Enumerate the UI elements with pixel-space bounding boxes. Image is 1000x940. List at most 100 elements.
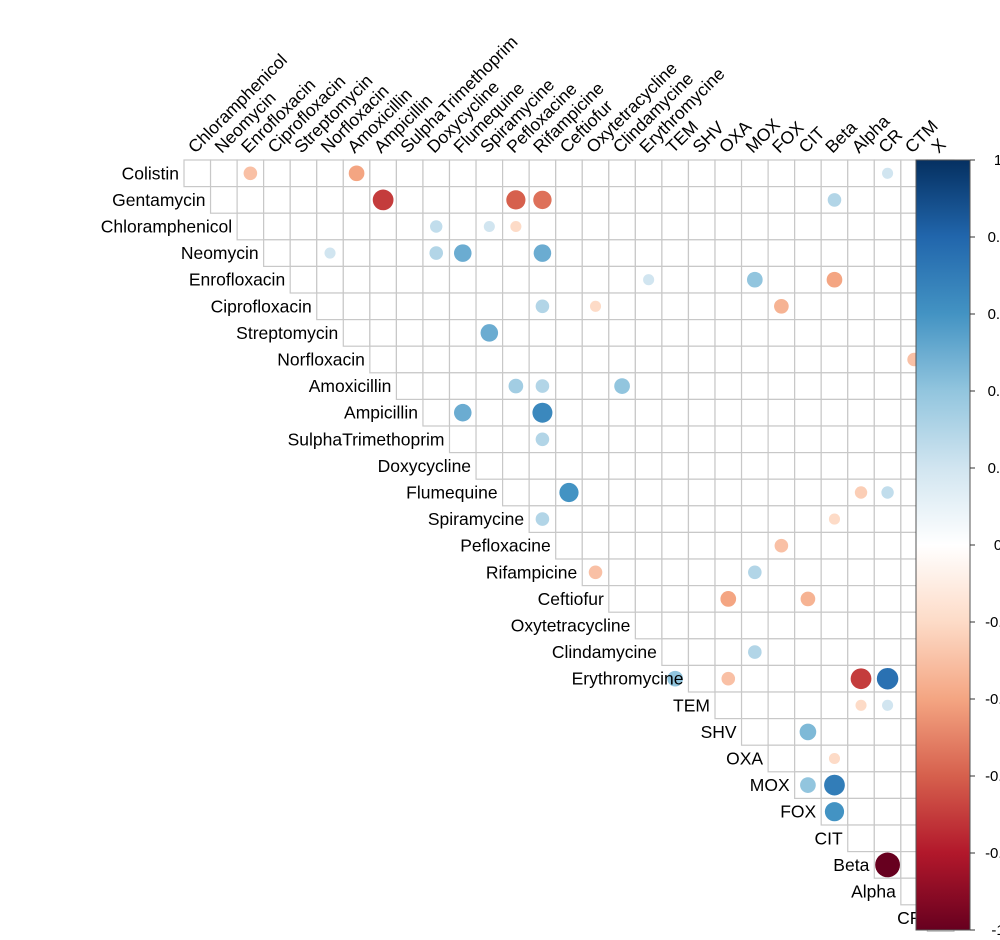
- grid-cell-colistin-neomycin: [209, 159, 238, 188]
- grid-cell-chloramphenicol-ceftiofur: [555, 212, 583, 241]
- grid-cell-norfloxacin-erythromycine: [634, 345, 663, 374]
- grid-cell-neomycin-erythromycine: [634, 239, 663, 268]
- grid-cell-rifampicine-alpha: [847, 558, 875, 587]
- grid-cell-ciprofloxacin-ceftiofur: [555, 292, 583, 321]
- grid-cell-neomycin-alpha: [847, 239, 875, 268]
- colorbar-tick-label: 0.2: [988, 460, 1000, 477]
- row-label-erythromycine: Erythromycine: [572, 669, 684, 689]
- correlation-point-gentamycin-beta: [827, 193, 842, 207]
- grid-cell-chloramphenicol-erythromycine: [634, 212, 663, 241]
- correlation-point-mox-beta: [824, 774, 845, 796]
- correlation-point-amoxicillin-pefloxacine: [508, 378, 524, 394]
- grid-cell-doxycycline-pefloxacine: [502, 452, 530, 480]
- correlation-point-chloramphenicol-spiramycine: [483, 220, 495, 233]
- grid-cell-norfloxacin-spiramycine: [475, 345, 504, 374]
- correlation-point-flumequine-alpha: [854, 486, 868, 499]
- grid-cell-spiramycine-oxytetracycline: [581, 505, 610, 533]
- grid-cell-pefloxacine-erythromycine: [634, 531, 663, 560]
- grid-cell-chloramphenicol-cit: [794, 212, 822, 241]
- grid-cell-ciprofloxacin-flumequine: [448, 292, 477, 321]
- grid-cell-enrofloxacin-oxytetracycline: [581, 265, 610, 294]
- row-label-beta: Beta: [833, 855, 869, 875]
- grid-cell-pefloxacine-mox: [740, 531, 769, 560]
- grid-cell-ampicillin-erythromycine: [634, 398, 663, 427]
- grid-cell-chloramphenicol-amoxicillin: [342, 212, 371, 241]
- row-label-ciprofloxacin: Ciprofloxacin: [211, 296, 312, 316]
- grid-cell-ceftiofur-alpha: [847, 584, 875, 613]
- grid-cell-flumequine-rifampicine: [528, 478, 557, 507]
- grid-cell-gentamycin-norfloxacin: [316, 186, 344, 214]
- grid-cell-colistin-erythromycine: [634, 159, 663, 188]
- grid-cell-shv-alpha: [847, 717, 875, 746]
- grid-cell-clindamycine-shv: [687, 638, 716, 666]
- correlation-point-neomycin-flumequine: [454, 244, 472, 262]
- grid-cell-ampicillin-clindamycine: [608, 398, 636, 427]
- grid-cell-sulphatrimethoprim-oxytetracycline: [581, 425, 610, 454]
- row-label-alpha: Alpha: [851, 882, 896, 902]
- grid-cell-doxycycline-oxa: [714, 452, 743, 480]
- grid-cell-gentamycin-flumequine: [448, 186, 477, 214]
- grid-cell-flumequine-shv: [687, 478, 716, 507]
- grid-cell-norfloxacin-fox: [767, 345, 796, 374]
- grid-cell-streptomycin-oxa: [714, 319, 743, 347]
- row-label-ampicillin: Ampicillin: [344, 403, 418, 423]
- grid-cell-amoxicillin-mox: [740, 372, 769, 400]
- grid-cell-enrofloxacin-rifampicine: [528, 265, 557, 294]
- grid-cell-norfloxacin-clindamycine: [608, 345, 636, 374]
- grid-cell-enrofloxacin-streptomycin: [289, 265, 318, 294]
- grid-cell-erythromycine-mox: [740, 664, 769, 693]
- grid-cell-norfloxacin-cr: [873, 345, 902, 374]
- correlation-point-ciprofloxacin-oxytetracycline: [589, 300, 602, 312]
- grid-cell-ceftiofur-mox: [740, 584, 769, 613]
- grid-cell-streptomycin-mox: [740, 319, 769, 347]
- grid-cell-doxycycline-cr: [873, 452, 902, 480]
- row-label-mox: MOX: [750, 775, 790, 795]
- grid-cell-clindamycine-alpha: [847, 638, 875, 666]
- grid-cell-gentamycin-oxytetracycline: [581, 186, 610, 214]
- grid-cell-colistin-doxycycline: [422, 159, 451, 188]
- grid-cell-doxycycline-cit: [794, 452, 822, 480]
- grid-cell-chloramphenicol-norfloxacin: [316, 212, 344, 241]
- grid-cell-chloramphenicol-oxa: [714, 212, 743, 241]
- grid-cell-amoxicillin-sulphatrimethoprim: [395, 372, 424, 400]
- grid-cell-amoxicillin-cit: [794, 372, 822, 400]
- grid-cell-erythromycine-fox: [767, 664, 796, 693]
- grid-cell-ciprofloxacin-tem: [661, 292, 690, 321]
- grid-cell-chloramphenicol-clindamycine: [608, 212, 636, 241]
- grid-cell-ampicillin-cit: [794, 398, 822, 427]
- grid-cell-streptomycin-cit: [794, 319, 822, 347]
- column-labels: ChloramphenicolNeomycinEnrofloxacinCipro…: [184, 32, 950, 157]
- grid-cell-shv-beta: [820, 717, 849, 746]
- row-label-oxytetracycline: Oxytetracycline: [511, 616, 631, 636]
- grid-cell-pefloxacine-beta: [820, 531, 849, 560]
- row-label-tem: TEM: [673, 695, 710, 715]
- colorbar: 1 0.8 0.6 0.4 0.2 0 -0.2 -0.4 -0.6 -0.8 -1: [915, 152, 1000, 939]
- grid-cell-colistin-sulphatrimethoprim: [395, 159, 424, 188]
- row-label-doxycycline: Doxycycline: [378, 456, 471, 476]
- grid-cell-chloramphenicol-mox: [740, 212, 769, 241]
- grid-cell-chloramphenicol-shv: [687, 212, 716, 241]
- grid-cell-gentamycin-shv: [687, 186, 716, 214]
- grid-cell-enrofloxacin-sulphatrimethoprim: [395, 265, 424, 294]
- grid-cell-chloramphenicol-cr: [873, 212, 902, 241]
- colorbar-tick-label: -0.4: [985, 691, 1000, 708]
- grid-cell-streptomycin-ampicillin: [369, 319, 398, 347]
- grid-cell-chloramphenicol-rifampicine: [528, 212, 557, 241]
- grid-cell-enrofloxacin-cr: [873, 265, 902, 294]
- grid-cell-enrofloxacin-tem: [661, 265, 690, 294]
- correlation-point-ceftiofur-cit: [800, 591, 816, 607]
- grid-cell-oxytetracycline-beta: [820, 611, 849, 640]
- grid-cell-enrofloxacin-norfloxacin: [316, 265, 344, 294]
- grid-cell-colistin-ciprofloxacin: [263, 159, 291, 188]
- grid-cell-pefloxacine-oxytetracycline: [581, 531, 610, 560]
- grid-cell-chloramphenicol-flumequine: [448, 212, 477, 241]
- grid-cell-amoxicillin-erythromycine: [634, 372, 663, 400]
- correlation-point-gentamycin-ampicillin: [372, 189, 394, 211]
- row-label-chloramphenicol: Chloramphenicol: [101, 217, 232, 237]
- grid-cell-ampicillin-tem: [661, 398, 690, 427]
- grid-cell-sulphatrimethoprim-tem: [661, 425, 690, 454]
- grid-cell-ciprofloxacin-amoxicillin: [342, 292, 371, 321]
- grid-cell-sulphatrimethoprim-ceftiofur: [555, 425, 583, 454]
- grid-cell-tem-oxa: [714, 691, 743, 720]
- grid-cell-clindamycine-cr: [873, 638, 902, 666]
